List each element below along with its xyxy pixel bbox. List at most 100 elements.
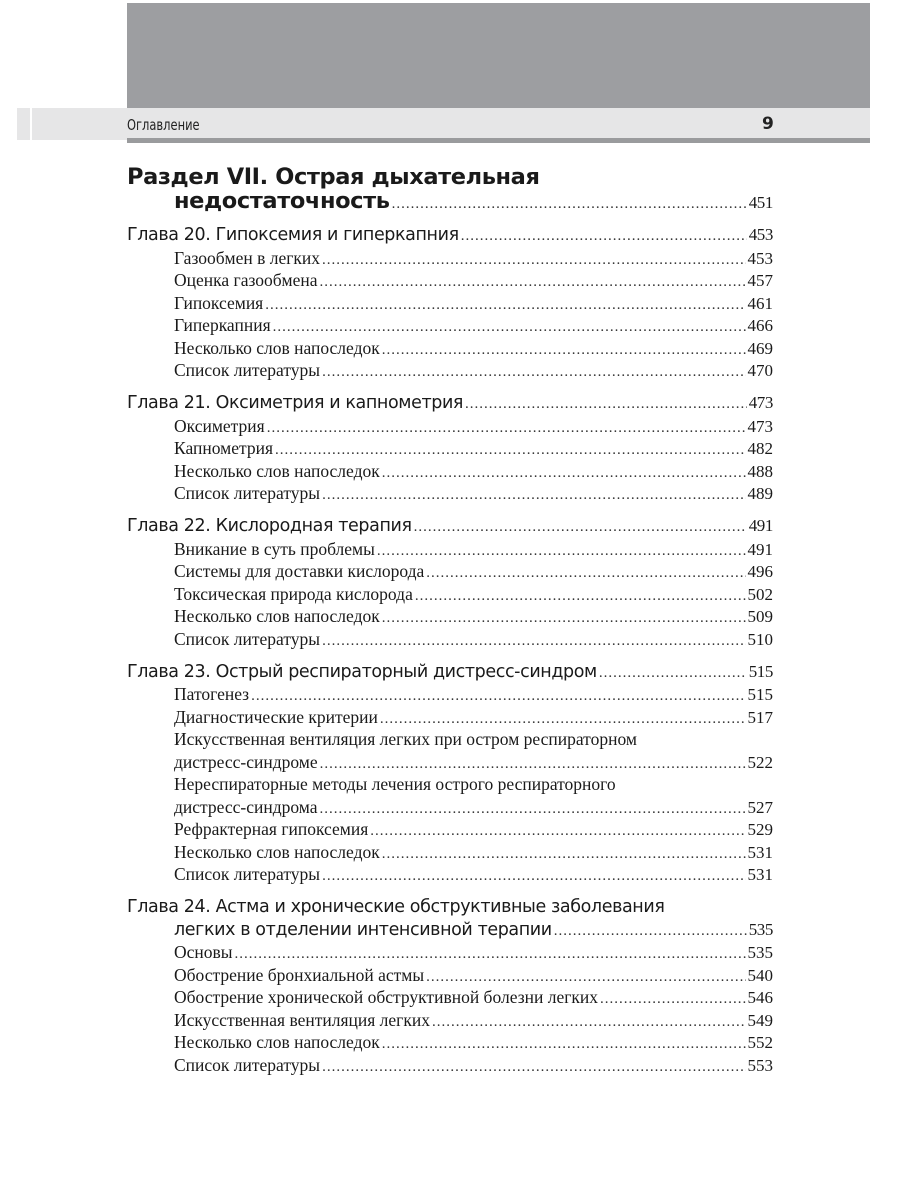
entry-page: 466: [747, 316, 774, 335]
entry-page: 502: [747, 584, 774, 604]
entry-title-line: Список литературы: [174, 628, 321, 649]
toc-item[interactable]: Диагностические критерии 517: [127, 706, 773, 729]
entry-page: 451: [748, 192, 774, 212]
entry-title-line: Глава 20. Гипоксемия и гиперкапния: [127, 225, 459, 245]
toc-item[interactable]: Токсическая природа кислорода 502: [127, 583, 773, 606]
entry-title-line: Основы: [174, 942, 233, 962]
entry-title-line: Нереспираторные методы лечения острого р…: [174, 774, 616, 794]
toc-item[interactable]: Газообмен в легких 453: [127, 247, 773, 270]
dot-leader: [273, 319, 746, 336]
dot-leader: [382, 1036, 746, 1053]
toc-item[interactable]: Искусственная вентиляция легких при остр…: [127, 728, 773, 773]
toc-item[interactable]: Оценка газообмена 457: [127, 269, 773, 292]
entry-title-line: дистресс-синдроме: [174, 751, 318, 772]
entry-row: Глава 23. Острый респираторный дистресс-…: [127, 661, 773, 684]
dot-leader: [322, 364, 745, 381]
page-number: 9: [762, 114, 774, 134]
toc-item[interactable]: Обострение бронхиальной астмы 540: [127, 964, 773, 987]
toc-item[interactable]: Патогенез 515: [127, 683, 773, 706]
entry-title-line: недостаточность: [174, 187, 390, 214]
entry-page: 546: [747, 988, 774, 1007]
divider: [127, 138, 870, 143]
entry-row: Глава 20. Гипоксемия и гиперкапния 453: [127, 224, 773, 247]
entry-page: 510: [747, 629, 774, 649]
entry-title-line: Обострение хронической обструктивной бол…: [174, 987, 599, 1007]
entry-row: Искусственная вентиляция легких 549: [174, 1009, 773, 1032]
entry-row: Несколько слов напоследок 509: [174, 605, 773, 628]
toc-item[interactable]: Список литературы 470: [127, 359, 773, 382]
entry-row: Газообмен в легких 453: [174, 247, 773, 270]
toc-item[interactable]: Список литературы 489: [127, 482, 773, 505]
toc-item[interactable]: Гипоксемия 461: [127, 292, 773, 315]
divider: [30, 108, 32, 140]
dot-leader: [426, 565, 745, 582]
toc-chapter[interactable]: Глава 24. Астма и хронические обструктив…: [127, 896, 773, 941]
dot-leader: [322, 633, 745, 650]
dot-leader: [322, 252, 745, 269]
entry-title-line: Глава 21. Оксиметрия и капнометрия: [127, 393, 464, 413]
entry-title-line: Обострение бронхиальной астмы: [174, 964, 425, 985]
entry-title-line: Несколько слов напоследок: [174, 460, 380, 481]
entry-title-line: легких в отделении интенсивной терапии: [174, 919, 552, 940]
dot-leader: [382, 342, 746, 359]
toc-chapter[interactable]: Глава 21. Оксиметрия и капнометрия 473: [127, 392, 773, 415]
entry-title-line: Глава 22. Кислородная терапия: [127, 516, 412, 536]
entry-row: Оксиметрия 473: [174, 415, 773, 438]
toc-chapter[interactable]: Глава 20. Гипоксемия и гиперкапния 453: [127, 224, 773, 247]
table-of-contents: Раздел VII. Острая дыхательная недостаточ…: [127, 166, 773, 1076]
toc-chapter[interactable]: Глава 22. Кислородная терапия 491: [127, 515, 773, 538]
entry-row: Несколько слов напоследок 488: [174, 460, 773, 483]
entry-row: Список литературы 470: [174, 359, 773, 382]
entry-row: Капнометрия 482: [174, 437, 773, 460]
entry-row: Вникание в суть проблемы 491: [174, 538, 773, 561]
entry-page: 473: [748, 393, 774, 412]
entry-page: 488: [747, 461, 774, 481]
entry-row: Список литературы 489: [174, 482, 773, 505]
toc-item[interactable]: Несколько слов напоследок 469: [127, 337, 773, 360]
dot-leader: [382, 846, 746, 863]
toc-chapter[interactable]: Глава 23. Острый респираторный дистресс-…: [127, 661, 773, 684]
toc-item[interactable]: Список литературы 531: [127, 863, 773, 886]
toc-item[interactable]: Оксиметрия 473: [127, 415, 773, 438]
entry-page: 531: [747, 842, 774, 862]
entry-title-line: Список литературы: [174, 360, 321, 380]
toc-item[interactable]: Системы для доставки кислорода 496: [127, 560, 773, 583]
toc-item[interactable]: Искусственная вентиляция легких 549: [127, 1009, 773, 1032]
toc-item[interactable]: Несколько слов напоследок 488: [127, 460, 773, 483]
toc-item[interactable]: Обострение хронической обструктивной бол…: [127, 986, 773, 1009]
entry-page: 470: [747, 361, 774, 380]
dot-leader: [322, 1059, 745, 1076]
toc-item[interactable]: Вникание в суть проблемы 491: [127, 538, 773, 561]
entry-page: 529: [747, 820, 774, 839]
toc-item[interactable]: Рефрактерная гипоксемия 529: [127, 818, 773, 841]
entry-row: Обострение хронической обструктивной бол…: [174, 986, 773, 1009]
toc-item[interactable]: Несколько слов напоследок 531: [127, 841, 773, 864]
entry-row: дистресс-синдроме 522: [174, 751, 773, 774]
dot-leader: [382, 610, 746, 627]
entry-title-line: Вникание в суть проблемы: [174, 538, 375, 559]
toc-section[interactable]: Раздел VII. Острая дыхательная недостаточ…: [127, 166, 773, 214]
toc-item[interactable]: Список литературы 553: [127, 1054, 773, 1077]
entry-page: 491: [748, 516, 774, 535]
entry-row: Патогенез 515: [174, 683, 773, 706]
entry-title-line: Несколько слов напоследок: [174, 337, 380, 358]
toc-item[interactable]: Гиперкапния 466: [127, 314, 773, 337]
entry-row: Основы 535: [174, 941, 773, 964]
entry-page: 453: [748, 225, 774, 244]
toc-item[interactable]: Капнометрия 482: [127, 437, 773, 460]
dot-leader: [432, 1014, 746, 1031]
entry-page: 491: [747, 539, 774, 559]
toc-item[interactable]: Несколько слов напоследок 552: [127, 1031, 773, 1054]
dot-leader: [267, 420, 746, 437]
toc-item[interactable]: Список литературы 510: [127, 628, 773, 651]
toc-item[interactable]: Основы 535: [127, 941, 773, 964]
entry-page: 522: [747, 752, 774, 772]
entry-page: 457: [747, 271, 774, 290]
entry-title-line: Список литературы: [174, 864, 321, 884]
entry-page: 461: [747, 293, 774, 313]
running-header-title: Оглавление: [127, 116, 200, 134]
entry-title-line: Оценка газообмена: [174, 270, 318, 290]
toc-item[interactable]: Несколько слов напоследок 509: [127, 605, 773, 628]
entry-title-line: Газообмен в легких: [174, 247, 321, 268]
toc-item[interactable]: Нереспираторные методы лечения острого р…: [127, 773, 773, 818]
